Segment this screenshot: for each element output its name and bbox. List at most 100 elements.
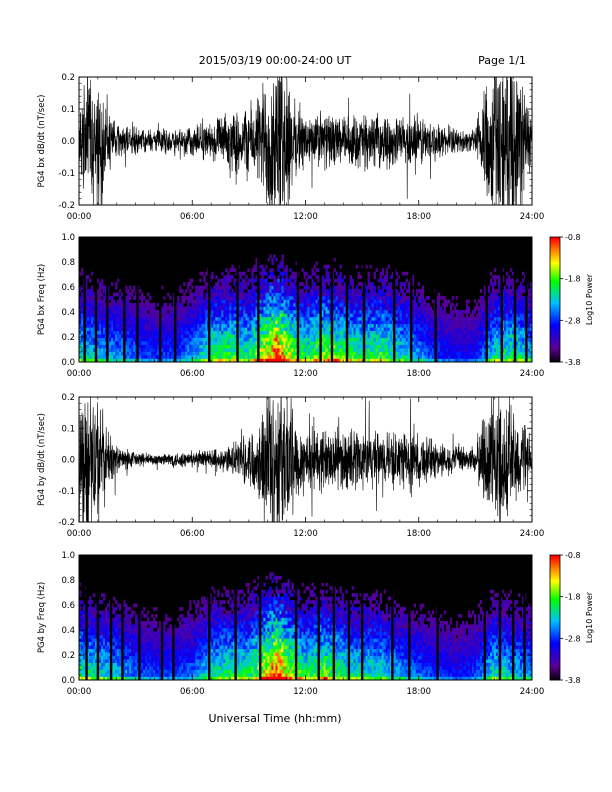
spectrogram-cell [505,299,509,304]
spectrogram-cell [313,330,316,335]
spectrogram-cell [339,271,342,276]
spectrogram-cell [323,282,326,286]
spectrogram-cell [353,292,356,297]
spectrogram-cell [241,344,244,349]
spectrogram-cell [471,320,475,325]
spectrogram-cell [281,292,284,297]
spectrogram-cell [131,351,134,356]
spectrogram-cell [497,334,501,338]
spectrogram-cell [149,330,152,335]
spectrogram-cell [169,296,172,300]
spectrogram-cell [135,351,138,356]
spectrogram-cell [367,292,370,297]
spectrogram-cell [507,299,511,304]
spectrogram-cell [101,285,104,290]
spectrogram-cell [375,299,378,304]
spectrogram-cell [361,330,364,335]
spectrogram-cell [89,344,92,349]
spectrogram-cell [241,355,244,359]
spectrogram-cell [119,316,122,321]
spectrogram-cell [261,330,264,335]
spectrogram-cell [209,358,212,363]
spectrogram-cell [321,348,324,352]
spectrogram-cell [271,275,274,279]
spectrogram-cell [445,355,449,359]
spectrogram-cell [219,306,222,311]
spectrogram-cell [503,334,507,338]
spectrogram-cell [311,309,314,314]
spectrogram-cell [511,296,515,300]
spectrogram-cell [493,341,497,345]
spectrogram-cell [325,292,328,297]
spectrogram-cell [411,327,415,332]
spectrogram-cell [523,341,527,345]
spectrogram-cell [221,358,224,363]
spectrogram-cell [115,323,118,328]
spectrogram-cell [421,289,425,293]
spectrogram-cell [265,320,268,325]
spectrogram-cell [469,327,473,332]
spectrogram-cell [181,309,184,314]
spectrogram-cell [357,289,360,293]
spectrogram-cell [247,355,250,359]
spectrogram-cell [279,313,282,318]
spectrogram-cell [253,320,256,325]
spectrogram-cell [303,313,306,318]
spectrogram-cell [517,358,521,363]
spectrogram-cell [291,271,294,276]
spectrogram-cell [495,323,499,328]
spectrogram-cell [109,351,112,356]
spectrogram-cell [501,348,505,352]
spectrogram-cell [217,299,220,304]
spectrogram-cell [323,316,326,321]
spectrogram-cell [193,344,196,349]
spectrogram-cell [79,351,82,356]
spectrogram-cell [399,355,403,359]
spectrogram-cell [425,327,429,332]
spectrogram-cell [247,327,250,332]
spectrogram-cell [347,316,350,321]
spectrogram-cell [267,358,270,363]
spectrogram-cell [169,337,172,342]
spectrogram-cell [229,316,232,321]
spectrogram-cell [215,306,218,311]
spectrogram-cell [303,275,306,279]
spectrogram-cell [231,306,234,311]
spectrogram-cell [387,264,390,269]
spectrogram-cell [405,309,409,314]
spectrogram-cell [507,282,511,286]
figure-title: 2015/03/19 00:00-24:00 UT [199,54,352,67]
spectrogram-cell [183,316,186,321]
spectrogram-cell [447,351,451,356]
spectrogram-cell [241,271,244,276]
spectrogram-cell [387,327,390,332]
spectrogram-cell [243,337,246,342]
spectrogram-cell [193,351,196,356]
spectrogram-cell [177,302,180,307]
spectrogram-cell [145,337,148,342]
spectrogram-cell [429,313,433,318]
spectrogram-cell [189,358,192,363]
spectrogram-cell [353,355,356,359]
spectrogram-cell [329,302,332,307]
spectrogram-cell [465,316,469,321]
spectrogram-cell [191,341,194,345]
spectrogram-cell [465,334,469,338]
spectrogram-cell [521,334,525,338]
spectrogram-cell [395,344,398,349]
spectrogram-cell [415,348,419,352]
spectrogram-cell [403,330,407,335]
spectrogram-cell [249,306,252,311]
spectrogram-cell [125,306,128,311]
spectrogram-cell [189,351,192,356]
spectrogram-cell [225,292,228,297]
spectrogram-cell [501,327,505,332]
spectrogram-cell [357,282,360,286]
spectrogram-cell [131,289,134,293]
spectrogram-cell [509,344,513,349]
spectrogram-cell [265,309,268,314]
spectrogram-cell [405,320,409,325]
spectrogram-cell [479,289,483,293]
spectrogram-cell [519,285,523,290]
spectrogram-cell [269,254,272,259]
